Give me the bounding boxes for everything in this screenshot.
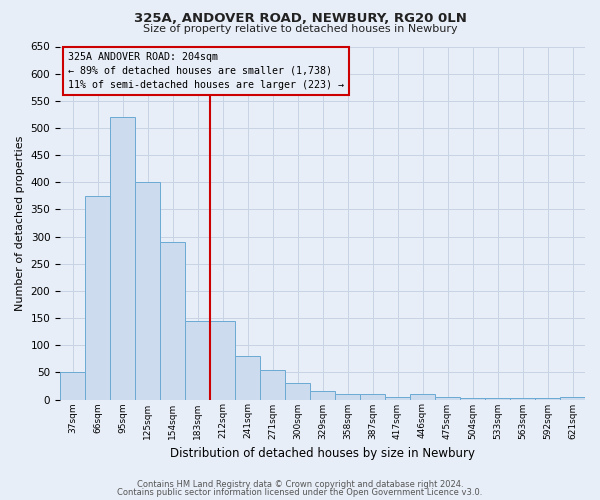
Bar xyxy=(285,383,310,400)
Bar xyxy=(185,321,210,400)
Text: Contains HM Land Registry data © Crown copyright and database right 2024.: Contains HM Land Registry data © Crown c… xyxy=(137,480,463,489)
Bar xyxy=(135,182,160,400)
Bar xyxy=(510,398,535,400)
Text: Contains public sector information licensed under the Open Government Licence v3: Contains public sector information licen… xyxy=(118,488,482,497)
Bar xyxy=(435,397,460,400)
Bar xyxy=(60,372,85,400)
Bar xyxy=(335,394,360,400)
Bar xyxy=(210,321,235,400)
Bar xyxy=(360,394,385,400)
Bar xyxy=(410,394,435,400)
Bar xyxy=(85,196,110,400)
Bar xyxy=(235,356,260,400)
Bar xyxy=(110,117,135,400)
Bar xyxy=(310,392,335,400)
X-axis label: Distribution of detached houses by size in Newbury: Distribution of detached houses by size … xyxy=(170,447,475,460)
Bar xyxy=(160,242,185,400)
Bar xyxy=(560,397,585,400)
Bar xyxy=(385,397,410,400)
Bar xyxy=(535,398,560,400)
Text: 325A ANDOVER ROAD: 204sqm
← 89% of detached houses are smaller (1,738)
11% of se: 325A ANDOVER ROAD: 204sqm ← 89% of detac… xyxy=(68,52,344,90)
Bar xyxy=(260,370,285,400)
Text: Size of property relative to detached houses in Newbury: Size of property relative to detached ho… xyxy=(143,24,457,34)
Y-axis label: Number of detached properties: Number of detached properties xyxy=(15,136,25,310)
Bar xyxy=(460,398,485,400)
Text: 325A, ANDOVER ROAD, NEWBURY, RG20 0LN: 325A, ANDOVER ROAD, NEWBURY, RG20 0LN xyxy=(134,12,466,26)
Bar xyxy=(485,398,510,400)
